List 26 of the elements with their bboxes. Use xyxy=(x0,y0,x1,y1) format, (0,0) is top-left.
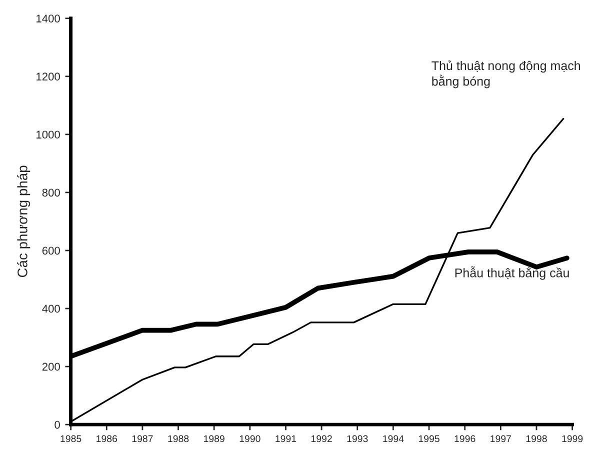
x-tick-label: 1997 xyxy=(490,435,511,442)
x-tick-label: 1986 xyxy=(96,435,118,442)
x-tick-label: 1994 xyxy=(383,435,404,442)
x-tick-label: 1988 xyxy=(168,435,189,442)
x-tick-label: 1987 xyxy=(132,435,153,442)
text: Thủ thuật nong động mạch bằng bóng xyxy=(432,60,580,88)
y-tick-label: 800 xyxy=(42,188,60,197)
y-tick-label: 1000 xyxy=(36,130,60,139)
y-axis-title: Các phương pháp xyxy=(17,166,30,278)
series-label: Phẫu thuật bắng cầu xyxy=(455,266,569,280)
x-tick-label: 1993 xyxy=(347,435,368,442)
y-tick-label: 0 xyxy=(54,420,60,429)
y-tick-label: 200 xyxy=(42,362,60,371)
y-tick-label: 600 xyxy=(42,246,60,255)
x-tick-label: 1990 xyxy=(240,435,260,442)
x-tick-label: 1995 xyxy=(418,435,440,442)
y-tick-label: 400 xyxy=(42,304,60,313)
x-tick-label: 1985 xyxy=(60,435,82,442)
x-tick-label: 1989 xyxy=(204,435,224,442)
x-tick-label: 1991 xyxy=(276,435,296,442)
x-tick-label: 1998 xyxy=(526,435,547,442)
x-tick-label: 1992 xyxy=(311,435,332,442)
y-tick-label: 1200 xyxy=(36,72,60,81)
x-tick-label: 1996 xyxy=(454,435,476,442)
x-tick-label: 1999 xyxy=(562,435,583,442)
y-tick-label: 1400 xyxy=(36,14,60,22)
